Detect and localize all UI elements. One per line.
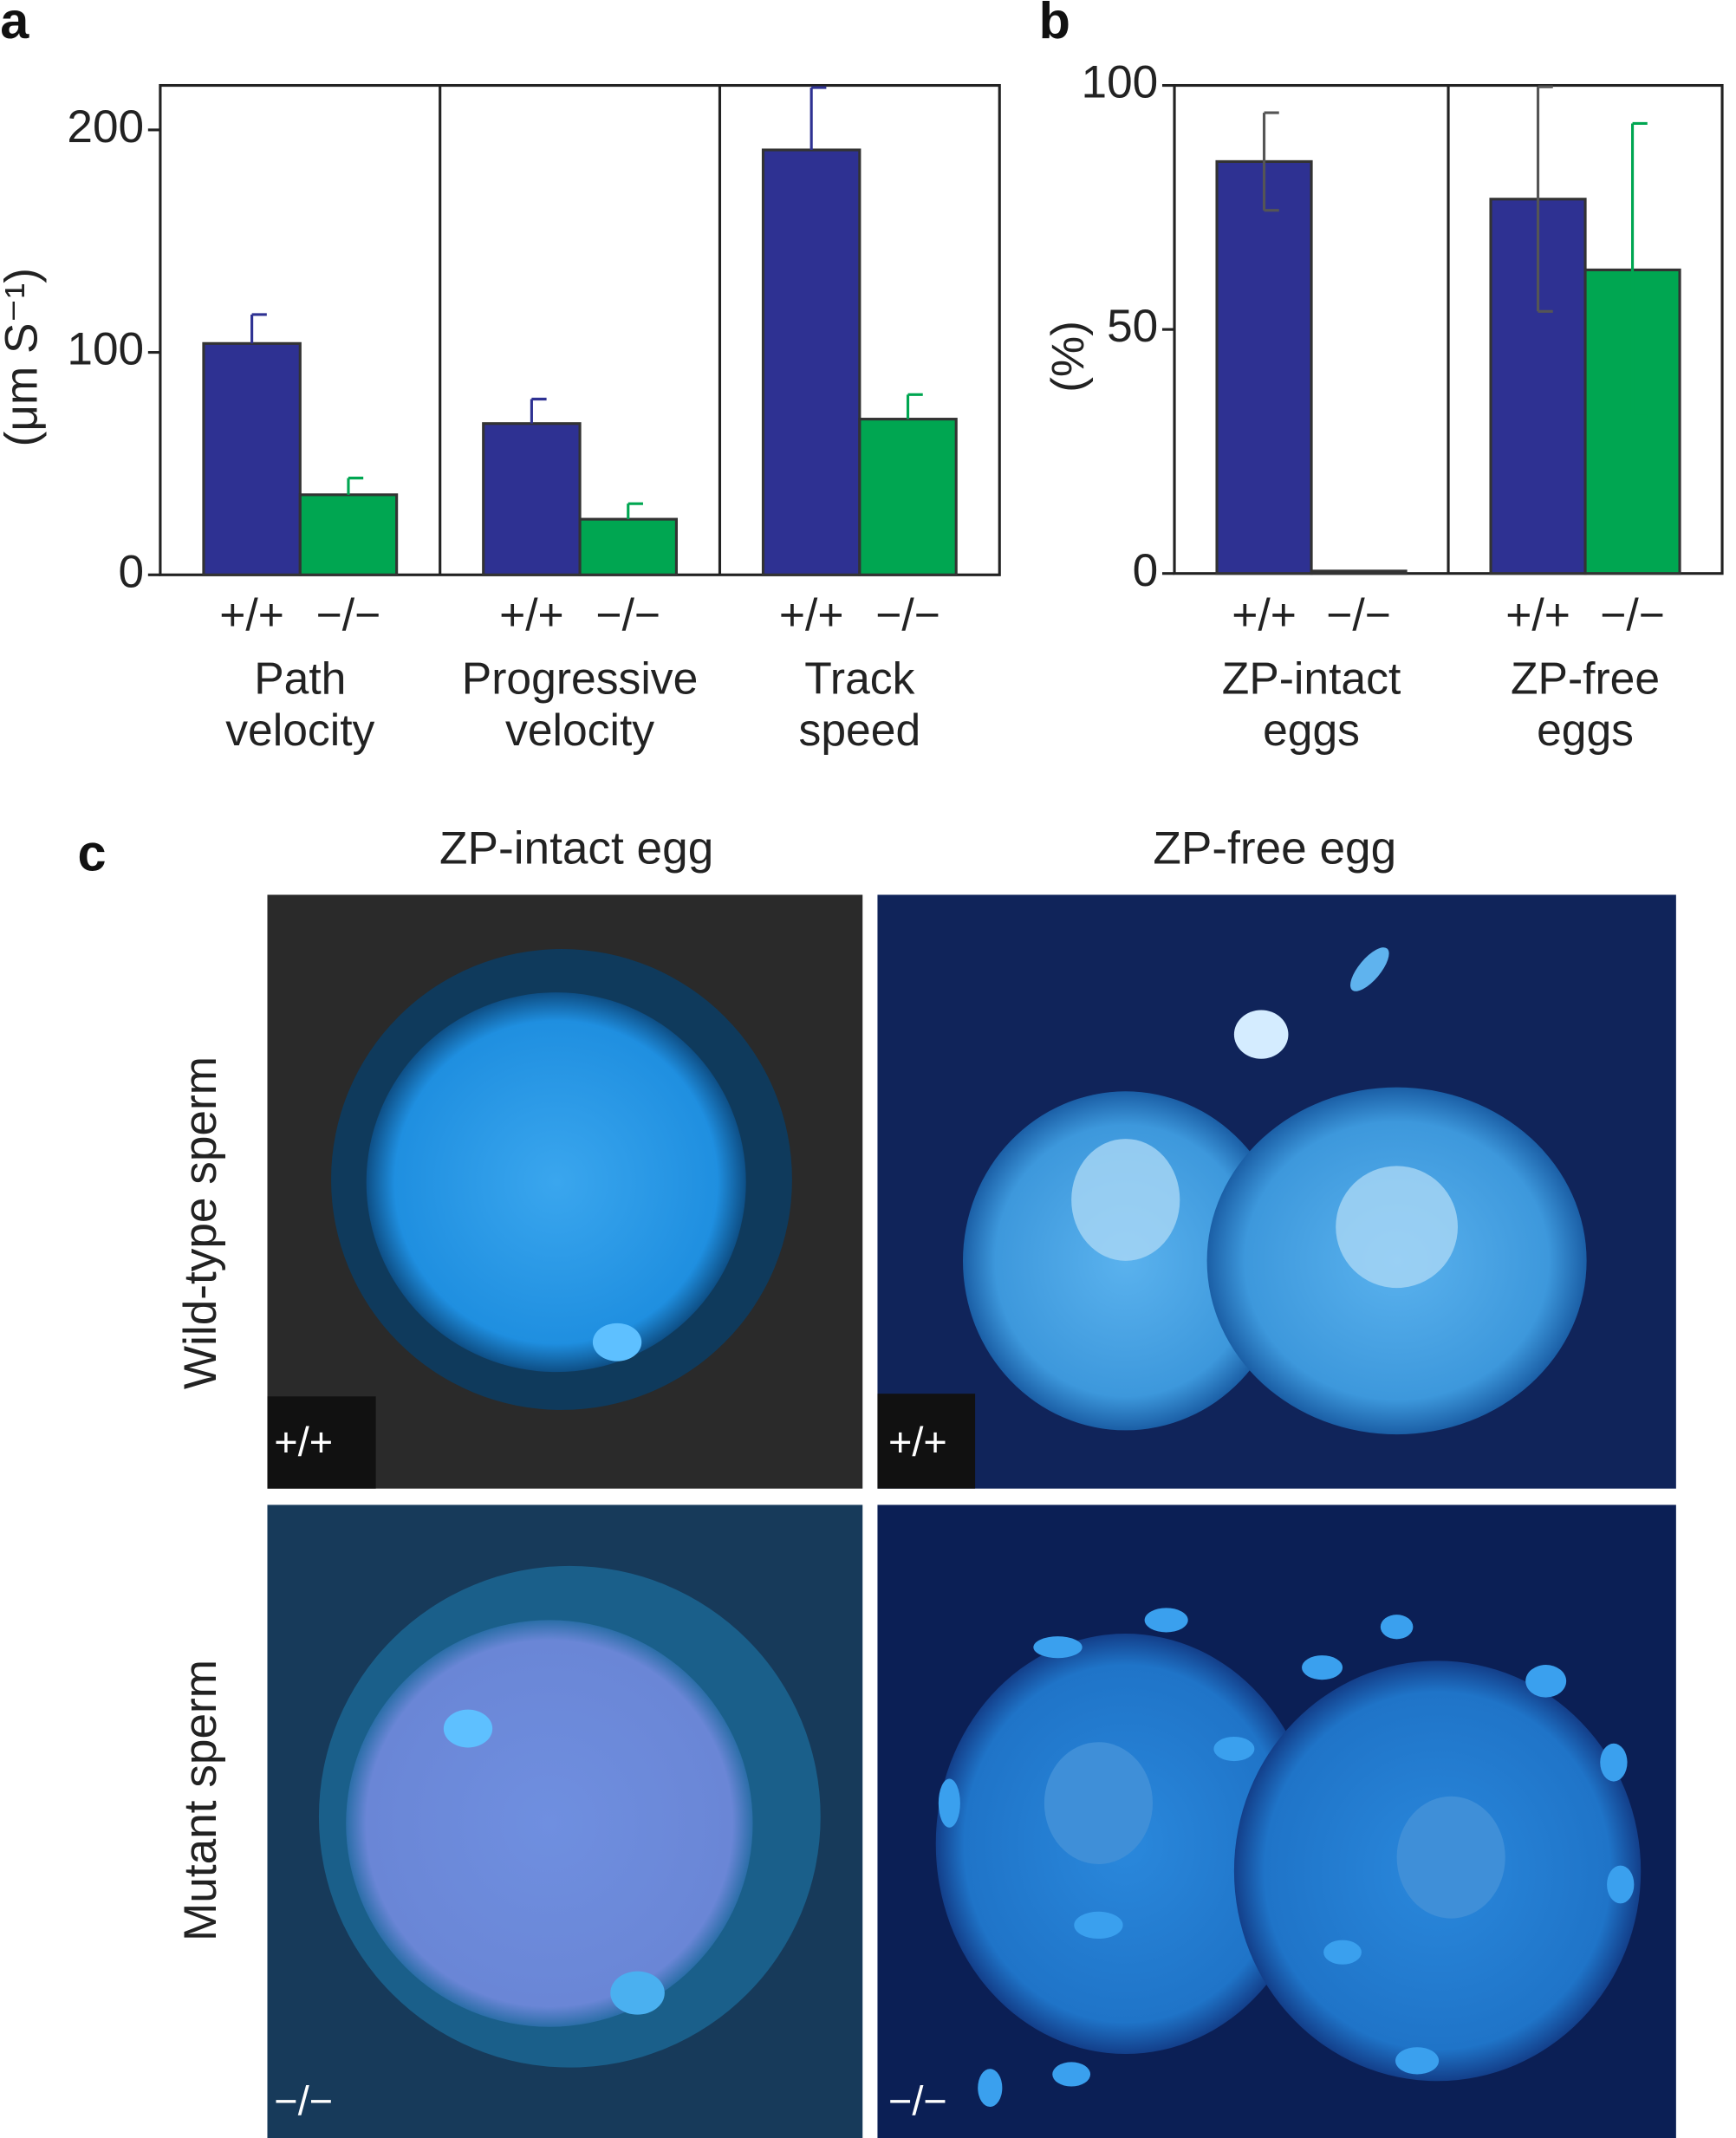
bar-label: +/+	[1505, 589, 1570, 640]
image-label: −/−	[888, 2078, 947, 2123]
bar	[1310, 569, 1408, 575]
category-label: ZP-intact	[1222, 653, 1401, 704]
category-label: Path	[254, 653, 346, 704]
bar-label: −/−	[595, 589, 660, 640]
row-title: Wild-type sperm	[175, 1056, 226, 1389]
category-label: eggs	[1537, 705, 1634, 755]
category-label: speed	[799, 705, 921, 755]
error-bar	[530, 397, 547, 424]
bar-label: −/−	[875, 589, 940, 640]
y-tick-label: 200	[67, 101, 144, 153]
category-label: Progressive	[462, 653, 699, 704]
error-bar	[809, 86, 827, 150]
bar	[202, 341, 302, 576]
micrograph	[267, 1504, 863, 2138]
panel-label: a	[0, 0, 29, 49]
error-bar	[347, 477, 364, 495]
panel-label: b	[1039, 0, 1070, 49]
bar-label: +/+	[499, 589, 564, 640]
micrograph	[267, 894, 863, 1489]
error-bar	[906, 393, 923, 419]
panel-label: c	[77, 823, 106, 881]
bar	[298, 493, 399, 576]
y-tick-label: 100	[1082, 57, 1159, 108]
error-bar	[1536, 85, 1553, 313]
bar-label: −/−	[1326, 589, 1391, 640]
y-axis-label: (%)	[1043, 321, 1094, 393]
y-tick-label: 100	[67, 324, 144, 375]
category-label: eggs	[1263, 705, 1360, 755]
error-bar	[250, 313, 267, 344]
error-bar	[627, 502, 643, 520]
row-title: Mutant sperm	[175, 1660, 226, 1941]
bar	[482, 422, 582, 576]
y-tick-label: 0	[119, 546, 145, 597]
y-axis-label: (μm S⁻¹)	[0, 268, 48, 446]
bar	[858, 418, 958, 576]
category-label: Track	[804, 653, 914, 704]
category-label: velocity	[505, 705, 654, 755]
bar	[578, 517, 678, 576]
micrograph	[877, 1504, 1676, 2138]
y-tick-label: 0	[1133, 545, 1159, 596]
category-label: ZP-free	[1511, 653, 1660, 704]
bar-label: +/+	[1232, 589, 1297, 640]
bar-label: −/−	[1600, 589, 1665, 640]
column-title: ZP-intact egg	[439, 822, 713, 874]
bar-label: +/+	[779, 589, 844, 640]
image-label: +/+	[888, 1420, 947, 1465]
image-label: +/+	[274, 1420, 333, 1465]
column-title: ZP-free egg	[1153, 822, 1396, 874]
error-bar	[1630, 121, 1648, 418]
bar	[1215, 159, 1313, 575]
y-tick-label: 50	[1107, 301, 1158, 352]
image-label: −/−	[274, 2078, 333, 2123]
bar	[761, 148, 861, 576]
bar-label: +/+	[219, 589, 284, 640]
bar-label: −/−	[316, 589, 381, 640]
category-label: velocity	[225, 705, 374, 755]
error-bar	[1262, 111, 1279, 212]
micrograph	[877, 894, 1676, 1489]
